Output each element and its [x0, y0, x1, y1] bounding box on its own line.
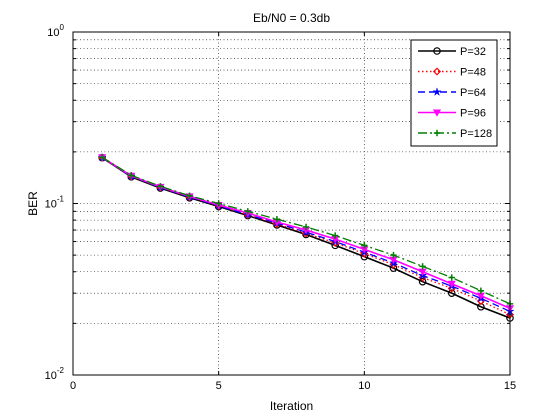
legend-label: P=48: [460, 67, 486, 79]
y-tick-label-base: 10: [45, 370, 57, 382]
data-point: [418, 277, 427, 286]
y-tick-label-exponent: -2: [57, 366, 65, 375]
data-point: [98, 154, 106, 161]
legend: P=32 P=48 P=64 P=96 P=128: [410, 39, 498, 147]
legend-marker: [433, 47, 441, 55]
legend-entries: P=32 P=48 P=64 P=96 P=128: [418, 46, 492, 140]
x-axis-label: Iteration: [270, 399, 313, 413]
legend-entry: P=96: [418, 108, 486, 120]
y-axis-label: BER: [26, 191, 40, 216]
data-point: [447, 280, 456, 289]
data-point: [477, 287, 485, 294]
legend-label: P=64: [460, 87, 486, 99]
legend-entry: P=128: [418, 128, 492, 140]
y-tick-label-exponent: -1: [57, 195, 65, 204]
data-point: [332, 232, 339, 239]
data-point: [157, 183, 164, 190]
data-point: [331, 238, 340, 247]
x-tick-label: 10: [358, 380, 370, 392]
y-tick-label: 100: [47, 23, 64, 39]
series-line: [101, 157, 511, 312]
y-tick-label: 10-2: [45, 366, 65, 382]
x-tick-label: 15: [504, 380, 516, 392]
y-tick-label-base: 10: [47, 27, 59, 39]
legend-label: P=128: [460, 128, 492, 140]
legend-marker: [432, 67, 442, 76]
data-point: [215, 200, 222, 207]
y-tick-label-exponent: 0: [60, 23, 65, 32]
data-point: [390, 251, 397, 259]
legend-marker: [432, 109, 442, 117]
legend-entry: P=48: [418, 67, 486, 79]
y-tick-label-base: 10: [45, 199, 57, 211]
chart-title: Eb/N0 = 0.3db: [253, 11, 330, 25]
legend-entry: P=64: [418, 87, 486, 99]
data-point: [186, 192, 193, 199]
series-p-128: [98, 154, 514, 308]
data-point: [361, 242, 368, 249]
data-point: [389, 264, 398, 272]
data-point: [447, 289, 456, 297]
legend-box: [410, 39, 498, 147]
x-tick-label: 0: [70, 380, 76, 392]
data-point: [448, 274, 455, 281]
legend-entry: P=32: [418, 46, 486, 58]
legend-label: P=32: [460, 46, 486, 58]
data-point: [302, 223, 310, 231]
legend-marker: [433, 129, 441, 137]
series-layer: [98, 153, 515, 322]
legend-label: P=96: [460, 108, 486, 120]
data-point: [128, 172, 135, 179]
data-point: [419, 263, 426, 270]
y-tick-label: 10-1: [45, 195, 65, 211]
x-tick-label: 5: [216, 380, 222, 392]
data-point: [273, 215, 281, 223]
data-point: [244, 208, 251, 215]
legend-marker: [433, 87, 441, 96]
